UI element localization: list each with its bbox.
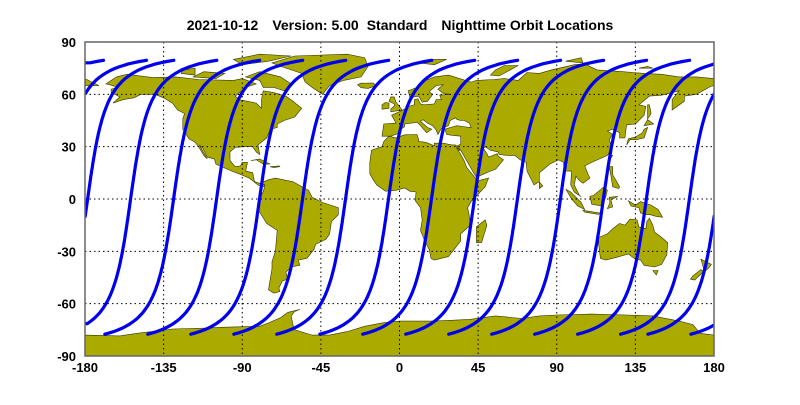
y-tick-label: 60 — [62, 87, 76, 102]
orbit-track-9 — [361, 58, 520, 336]
land-sri-lanka — [539, 181, 544, 190]
orbit-track-12 — [490, 58, 649, 336]
orbit-track-14 — [85, 58, 106, 65]
orbit-track-15 — [85, 58, 149, 95]
orbit-track-5 — [189, 58, 348, 336]
orbit-track-4 — [146, 58, 305, 336]
x-tick-label: 135 — [625, 360, 647, 375]
land-cuba — [250, 158, 271, 165]
x-tick-label: -135 — [151, 360, 177, 375]
orbit-track-3 — [103, 58, 262, 336]
land-new-siberian-islands — [638, 66, 653, 69]
y-tick-label: 30 — [62, 140, 76, 155]
land-australia — [598, 217, 669, 268]
x-tick-label: -45 — [311, 360, 330, 375]
y-axis-ticks: 90 60 30 0 -30 -60 -90 — [57, 35, 76, 364]
land-java — [582, 209, 601, 215]
orbit-track-7 — [275, 58, 434, 336]
land-novaya-zemlya — [489, 65, 519, 77]
land-madagascar — [476, 219, 488, 243]
plot-frame — [84, 41, 715, 357]
orbit-track-14 — [575, 62, 714, 336]
x-axis-ticks: -180 -135 -90 -45 0 45 90 135 180 — [72, 360, 725, 375]
title-date: 2021-10-12 — [187, 17, 259, 33]
y-tick-label: 0 — [69, 192, 76, 207]
title-text: Nighttime Orbit Locations — [441, 17, 613, 33]
y-tick-label: -90 — [57, 349, 76, 364]
orbit-track-13 — [533, 58, 692, 336]
land-philippines — [608, 166, 620, 189]
orbit-track-1 — [646, 214, 714, 336]
land-tasmania — [652, 270, 659, 276]
orbit-track-1 — [85, 58, 176, 218]
orbit-track-10 — [404, 58, 563, 336]
orbit-track-11 — [447, 58, 606, 336]
orbit-track-8 — [318, 58, 477, 336]
land-north-america — [105, 73, 303, 188]
land-africa — [369, 134, 490, 261]
x-tick-label: 45 — [471, 360, 485, 375]
y-tick-label: -30 — [57, 244, 76, 259]
land-honshu — [626, 126, 649, 146]
chart-title: 2021-10-12 Version: 5.00 Standard Nighttime… — [187, 17, 614, 33]
y-tick-label: 90 — [62, 35, 76, 50]
land-hispaniola — [270, 165, 281, 168]
land-sulawesi — [606, 196, 619, 210]
orbit-track-15 — [618, 91, 714, 336]
orbit-track-6 — [232, 58, 391, 336]
x-tick-label: -90 — [233, 360, 252, 375]
land-hokkaido — [643, 119, 655, 127]
orbit-tracks — [85, 58, 714, 336]
title-mode: Standard — [367, 17, 428, 33]
land-ireland — [381, 102, 390, 110]
title-version: Version: 5.00 — [272, 17, 359, 33]
x-tick-label: 180 — [703, 360, 725, 375]
x-tick-label: 0 — [396, 360, 403, 375]
orbit-track-2 — [85, 58, 219, 326]
x-tick-label: -180 — [72, 360, 98, 375]
land-eurasia — [381, 63, 714, 197]
x-tick-label: 90 — [550, 360, 564, 375]
land-great-britain — [388, 96, 403, 113]
land-severnaya-zemlya — [565, 57, 584, 64]
land-sakhalin — [647, 104, 652, 120]
y-tick-label: -60 — [57, 297, 76, 312]
